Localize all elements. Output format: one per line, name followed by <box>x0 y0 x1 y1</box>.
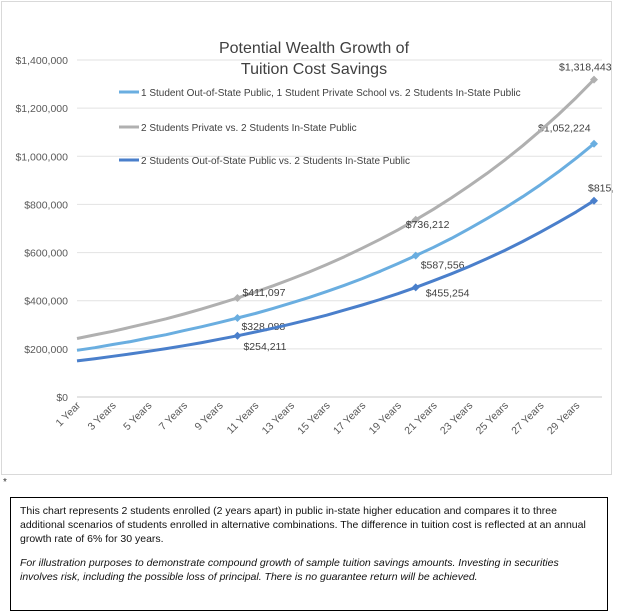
disclaimer-paragraph-2: For illustration purposes to demonstrate… <box>20 557 559 583</box>
data-label: $1,052,224 <box>538 123 591 135</box>
x-tick-label: 3 Years <box>86 400 119 433</box>
x-tick-label: 17 Years <box>331 400 368 437</box>
series-line <box>76 142 595 352</box>
data-point-marker <box>590 196 598 205</box>
y-tick-label: $1,200,000 <box>15 103 68 115</box>
y-tick-label: $200,000 <box>24 344 68 356</box>
y-tick-label: $1,000,000 <box>15 151 68 163</box>
x-tick-label: 19 Years <box>367 400 404 437</box>
x-tick-label: 23 Years <box>438 400 475 437</box>
data-label: $328,088 <box>241 321 285 333</box>
x-tick-label: 7 Years <box>157 400 190 433</box>
x-tick-label: 9 Years <box>192 400 225 433</box>
data-label: $815,290 <box>588 183 613 195</box>
y-tick-label: $1,400,000 <box>15 55 68 67</box>
line-chart: Potential Wealth Growth of Tuition Cost S… <box>15 40 613 437</box>
data-label: $455,254 <box>426 287 470 299</box>
data-point-marker <box>233 294 242 303</box>
series-line <box>76 78 596 340</box>
chart-frame: Potential Wealth Growth of Tuition Cost S… <box>1 1 613 475</box>
data-label: $1,318,443 <box>559 62 612 74</box>
data-label: $736,212 <box>406 219 450 231</box>
data-point-marker <box>411 283 420 292</box>
y-tick-label: $0 <box>56 392 68 404</box>
disclaimer-box: This chart represents 2 students enrolle… <box>10 497 608 611</box>
chart-title-line: Potential Wealth Growth of <box>219 40 410 57</box>
x-tick-label: 15 Years <box>295 400 332 437</box>
data-point-marker <box>411 251 420 260</box>
x-tick-label: 21 Years <box>402 400 439 437</box>
series-line <box>76 199 595 363</box>
y-tick-label: $400,000 <box>24 296 68 308</box>
x-tick-label: 29 Years <box>545 400 582 437</box>
x-tick-label: 11 Years <box>225 400 262 437</box>
x-tick-label: 27 Years <box>509 400 546 437</box>
data-point-marker <box>411 215 420 224</box>
data-point-marker <box>590 139 598 148</box>
data-point-marker <box>590 75 598 84</box>
legend-label: 2 Students Private vs. 2 Students In-Sta… <box>141 123 357 134</box>
legend-label: 1 Student Out-of-State Public, 1 Student… <box>141 88 521 99</box>
data-label: $254,211 <box>243 341 286 353</box>
chart-title-line: Tuition Cost Savings <box>241 61 387 78</box>
footnote-marker: * <box>3 477 7 488</box>
data-point-marker <box>233 314 242 323</box>
data-point-marker <box>233 331 242 340</box>
x-tick-label: 25 Years <box>474 400 511 437</box>
x-tick-label: 13 Years <box>260 400 297 437</box>
data-label: $587,556 <box>421 260 465 272</box>
y-tick-label: $800,000 <box>24 199 68 211</box>
legend-label: 2 Students Out-of-State Public vs. 2 Stu… <box>141 156 410 167</box>
data-label: $411,097 <box>242 287 285 299</box>
y-tick-label: $600,000 <box>24 248 68 260</box>
x-tick-label: 5 Years <box>121 400 154 433</box>
disclaimer-paragraph-1: This chart represents 2 students enrolle… <box>20 505 586 545</box>
